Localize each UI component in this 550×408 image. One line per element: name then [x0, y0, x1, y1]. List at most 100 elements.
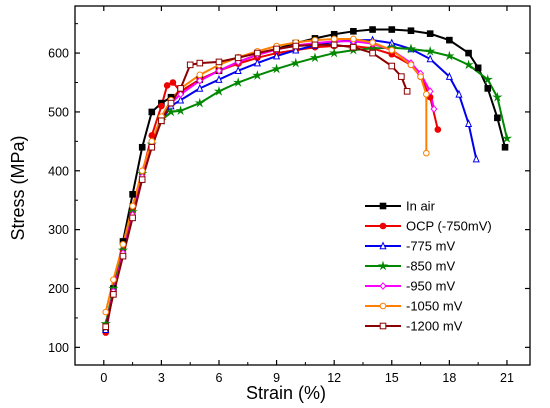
legend-item-3: -850 mV	[365, 259, 455, 274]
data-point	[110, 276, 117, 283]
data-point	[329, 47, 340, 58]
data-point	[215, 66, 223, 75]
y-tick-label: 600	[48, 47, 69, 61]
data-point	[464, 119, 473, 128]
data-point	[426, 30, 434, 37]
data-point	[186, 61, 194, 69]
data-point	[177, 90, 185, 99]
legend-item-5: -1050 mV	[365, 299, 463, 314]
series-line-5	[104, 37, 428, 313]
data-point	[148, 108, 156, 116]
data-point	[177, 85, 184, 92]
x-axis-title: Strain (%)	[246, 383, 326, 403]
data-point	[273, 51, 281, 60]
data-point	[292, 45, 300, 54]
data-point	[129, 202, 136, 210]
data-point	[165, 106, 177, 117]
data-point	[484, 85, 492, 92]
x-tick-label: 21	[500, 371, 514, 385]
data-point	[388, 62, 396, 70]
data-point	[102, 308, 110, 316]
data-point	[423, 149, 430, 157]
series-points-6	[102, 41, 411, 331]
data-point	[253, 58, 261, 67]
data-point	[196, 71, 204, 79]
data-point	[196, 83, 204, 92]
legend-label: In air	[406, 199, 436, 214]
series-line-6	[104, 43, 409, 327]
data-point	[175, 105, 186, 116]
data-point	[330, 35, 338, 43]
y-tick-label: 200	[48, 282, 69, 296]
legend-label: -950 mV	[406, 279, 455, 294]
legend-label: -1050 mV	[406, 299, 463, 314]
data-point	[163, 82, 171, 89]
data-point	[369, 39, 376, 46]
data-point	[369, 49, 376, 57]
series-points-1	[102, 42, 442, 336]
series-line-4	[104, 40, 435, 327]
data-point	[110, 291, 117, 298]
data-point	[407, 27, 415, 35]
data-point	[129, 191, 136, 198]
data-point	[234, 54, 242, 62]
data-point	[234, 66, 242, 75]
data-point	[398, 73, 405, 80]
legend-item-2: -775 mV	[365, 239, 455, 254]
legend-label: -850 mV	[406, 259, 455, 274]
data-point	[350, 28, 357, 35]
x-tick-label: 6	[216, 371, 223, 385]
data-point	[501, 133, 513, 143]
y-axis-title: Stress (MPa)	[8, 135, 28, 240]
data-point	[138, 143, 146, 151]
data-point	[119, 252, 127, 260]
data-point	[138, 176, 146, 183]
legend-marker	[377, 260, 389, 271]
data-point	[167, 99, 175, 107]
data-point	[423, 90, 430, 98]
x-tick-label: 0	[100, 371, 107, 385]
data-point	[494, 114, 501, 122]
data-point	[455, 89, 463, 98]
y-tick-label: 400	[48, 164, 69, 178]
series-markers	[100, 26, 513, 336]
data-point	[177, 95, 185, 104]
legend-marker	[379, 282, 387, 290]
x-tick-label: 9	[273, 371, 280, 385]
legend-label: -775 mV	[406, 239, 455, 254]
series-points-5	[102, 35, 430, 316]
data-point	[311, 41, 319, 49]
data-point	[254, 49, 261, 57]
data-point	[196, 59, 204, 67]
axes: 0 3 6 9 12 15 18 21 100 200 300 400 500 600	[48, 5, 531, 385]
plot-frame	[74, 5, 531, 366]
data-point	[119, 241, 127, 248]
y-tick-label: 500	[48, 105, 69, 119]
data-point	[388, 26, 396, 33]
data-point	[474, 64, 482, 72]
data-point	[369, 26, 376, 33]
legend-marker	[379, 222, 387, 230]
data-point	[492, 91, 503, 102]
data-point	[425, 45, 436, 56]
data-point	[501, 143, 509, 151]
legend-item-4: -950 mV	[365, 279, 455, 294]
data-point	[273, 45, 280, 53]
data-point	[215, 74, 223, 83]
data-point	[102, 323, 110, 331]
data-point	[405, 43, 417, 54]
x-tick-label: 12	[327, 371, 341, 385]
data-point	[472, 154, 480, 163]
data-point	[148, 138, 156, 145]
data-point	[350, 35, 357, 43]
legend-item-1: OCP (-750mV)	[365, 219, 492, 234]
data-point	[148, 132, 156, 139]
data-point	[271, 63, 282, 74]
data-point	[482, 74, 493, 84]
legend-item-6: -1200 mV	[365, 319, 463, 334]
legend-marker	[379, 241, 387, 250]
data-point	[430, 105, 438, 113]
data-point	[138, 167, 146, 175]
data-point	[434, 126, 442, 133]
